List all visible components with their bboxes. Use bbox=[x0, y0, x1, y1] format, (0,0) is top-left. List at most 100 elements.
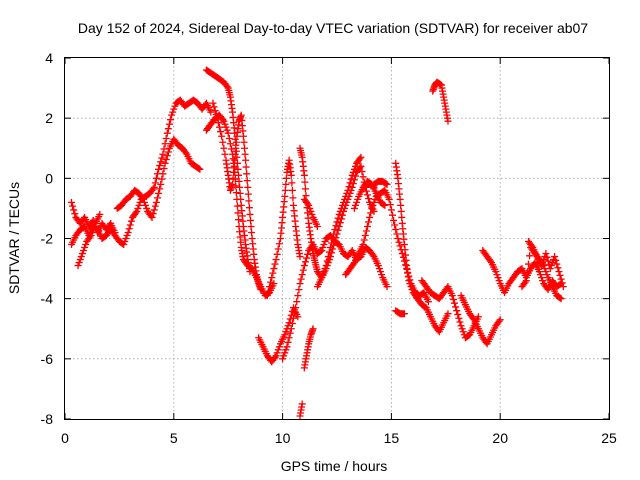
data-point-marker bbox=[383, 283, 391, 291]
data-point-marker bbox=[248, 228, 256, 236]
data-point-marker bbox=[273, 250, 281, 258]
data-point-marker bbox=[496, 316, 504, 324]
data-point-marker bbox=[182, 149, 190, 157]
data-point-marker bbox=[209, 99, 217, 107]
data-point-marker bbox=[232, 138, 240, 146]
data-point-marker bbox=[143, 204, 151, 212]
data-point-marker bbox=[494, 274, 502, 282]
data-point-marker bbox=[223, 126, 231, 134]
data-point-marker bbox=[303, 254, 311, 262]
data-point-marker bbox=[82, 241, 90, 249]
data-point-marker bbox=[214, 119, 222, 127]
data-point-marker bbox=[349, 260, 357, 268]
data-point-marker bbox=[241, 150, 249, 158]
data-point-marker bbox=[219, 116, 227, 124]
data-point-marker bbox=[231, 150, 239, 158]
data-point-marker bbox=[90, 222, 98, 230]
data-point-marker bbox=[156, 162, 164, 170]
x-tick-label: 20 bbox=[492, 430, 508, 446]
data-point-marker bbox=[328, 249, 336, 257]
data-point-marker bbox=[158, 154, 166, 162]
data-point-marker bbox=[281, 349, 289, 357]
data-point-marker bbox=[320, 241, 328, 249]
data-point-marker bbox=[301, 178, 309, 186]
data-point-marker bbox=[266, 283, 274, 291]
data-point-marker bbox=[390, 216, 398, 224]
data-point-marker bbox=[305, 201, 313, 209]
y-tick-label: -2 bbox=[41, 231, 54, 247]
data-point-marker bbox=[324, 259, 332, 267]
data-point-marker bbox=[408, 286, 416, 294]
data-point-marker bbox=[307, 207, 315, 215]
data-point-marker bbox=[155, 189, 163, 197]
data-point-marker bbox=[123, 231, 131, 239]
data-point-marker bbox=[162, 134, 170, 142]
data-point-marker bbox=[242, 163, 250, 171]
data-point-marker bbox=[282, 328, 290, 336]
data-point-marker bbox=[449, 295, 457, 303]
data-point-marker bbox=[291, 309, 299, 317]
series-arc-16 bbox=[342, 186, 432, 306]
x-tick-label: 10 bbox=[275, 430, 291, 446]
x-tick-label: 5 bbox=[170, 430, 178, 446]
data-point-marker bbox=[452, 303, 460, 311]
data-point-marker bbox=[167, 116, 175, 124]
data-point-marker bbox=[164, 148, 172, 156]
data-point-marker bbox=[246, 268, 254, 276]
data-point-marker bbox=[124, 228, 132, 236]
data-point-marker bbox=[375, 265, 383, 273]
data-point-marker bbox=[558, 279, 566, 287]
data-point-marker bbox=[294, 292, 302, 300]
data-point-marker bbox=[457, 322, 465, 330]
data-point-marker bbox=[264, 287, 272, 295]
data-point-marker bbox=[366, 213, 374, 221]
data-point-marker bbox=[343, 198, 351, 206]
data-point-marker bbox=[354, 195, 362, 203]
data-point-marker bbox=[165, 120, 173, 128]
data-point-marker bbox=[68, 198, 76, 206]
data-point-marker bbox=[269, 269, 277, 277]
data-point-marker bbox=[334, 214, 342, 222]
data-point-marker bbox=[245, 204, 253, 212]
data-point-marker bbox=[230, 168, 238, 176]
series-arc-21 bbox=[392, 159, 452, 336]
data-point-marker bbox=[380, 201, 388, 209]
data-point-marker bbox=[162, 156, 170, 164]
data-point-marker bbox=[298, 400, 306, 408]
data-point-marker bbox=[284, 322, 292, 330]
data-point-marker bbox=[398, 213, 406, 221]
data-point-marker bbox=[245, 197, 253, 205]
data-point-marker bbox=[157, 158, 165, 166]
data-point-marker bbox=[374, 262, 382, 270]
data-point-marker bbox=[396, 242, 404, 250]
data-point-marker bbox=[348, 171, 356, 179]
data-point-marker bbox=[125, 225, 133, 233]
data-point-marker bbox=[157, 180, 165, 188]
data-point-marker bbox=[285, 334, 293, 342]
data-point-marker bbox=[358, 168, 366, 176]
data-point-marker bbox=[387, 206, 395, 214]
data-point-marker bbox=[492, 268, 500, 276]
data-point-marker bbox=[556, 271, 564, 279]
data-point-marker bbox=[231, 135, 239, 143]
y-axis-label: SDTVAR / TECUs bbox=[6, 182, 22, 294]
data-point-marker bbox=[347, 186, 355, 194]
series-arc-3 bbox=[74, 210, 104, 270]
data-point-marker bbox=[243, 170, 251, 178]
data-point-marker bbox=[221, 120, 229, 128]
data-point-marker bbox=[521, 278, 529, 286]
data-point-marker bbox=[69, 202, 77, 210]
data-point-marker bbox=[169, 108, 177, 116]
data-point-marker bbox=[377, 268, 385, 276]
data-point-marker bbox=[323, 262, 331, 270]
series-arc-9 bbox=[263, 156, 304, 300]
data-point-marker bbox=[304, 250, 312, 258]
data-point-marker bbox=[263, 292, 271, 300]
data-point-marker bbox=[160, 165, 168, 173]
data-point-marker bbox=[298, 271, 306, 279]
data-point-marker bbox=[89, 225, 97, 233]
data-point-marker bbox=[363, 222, 371, 230]
data-point-marker bbox=[369, 251, 377, 259]
data-point-marker bbox=[362, 227, 370, 235]
data-point-marker bbox=[211, 107, 219, 115]
